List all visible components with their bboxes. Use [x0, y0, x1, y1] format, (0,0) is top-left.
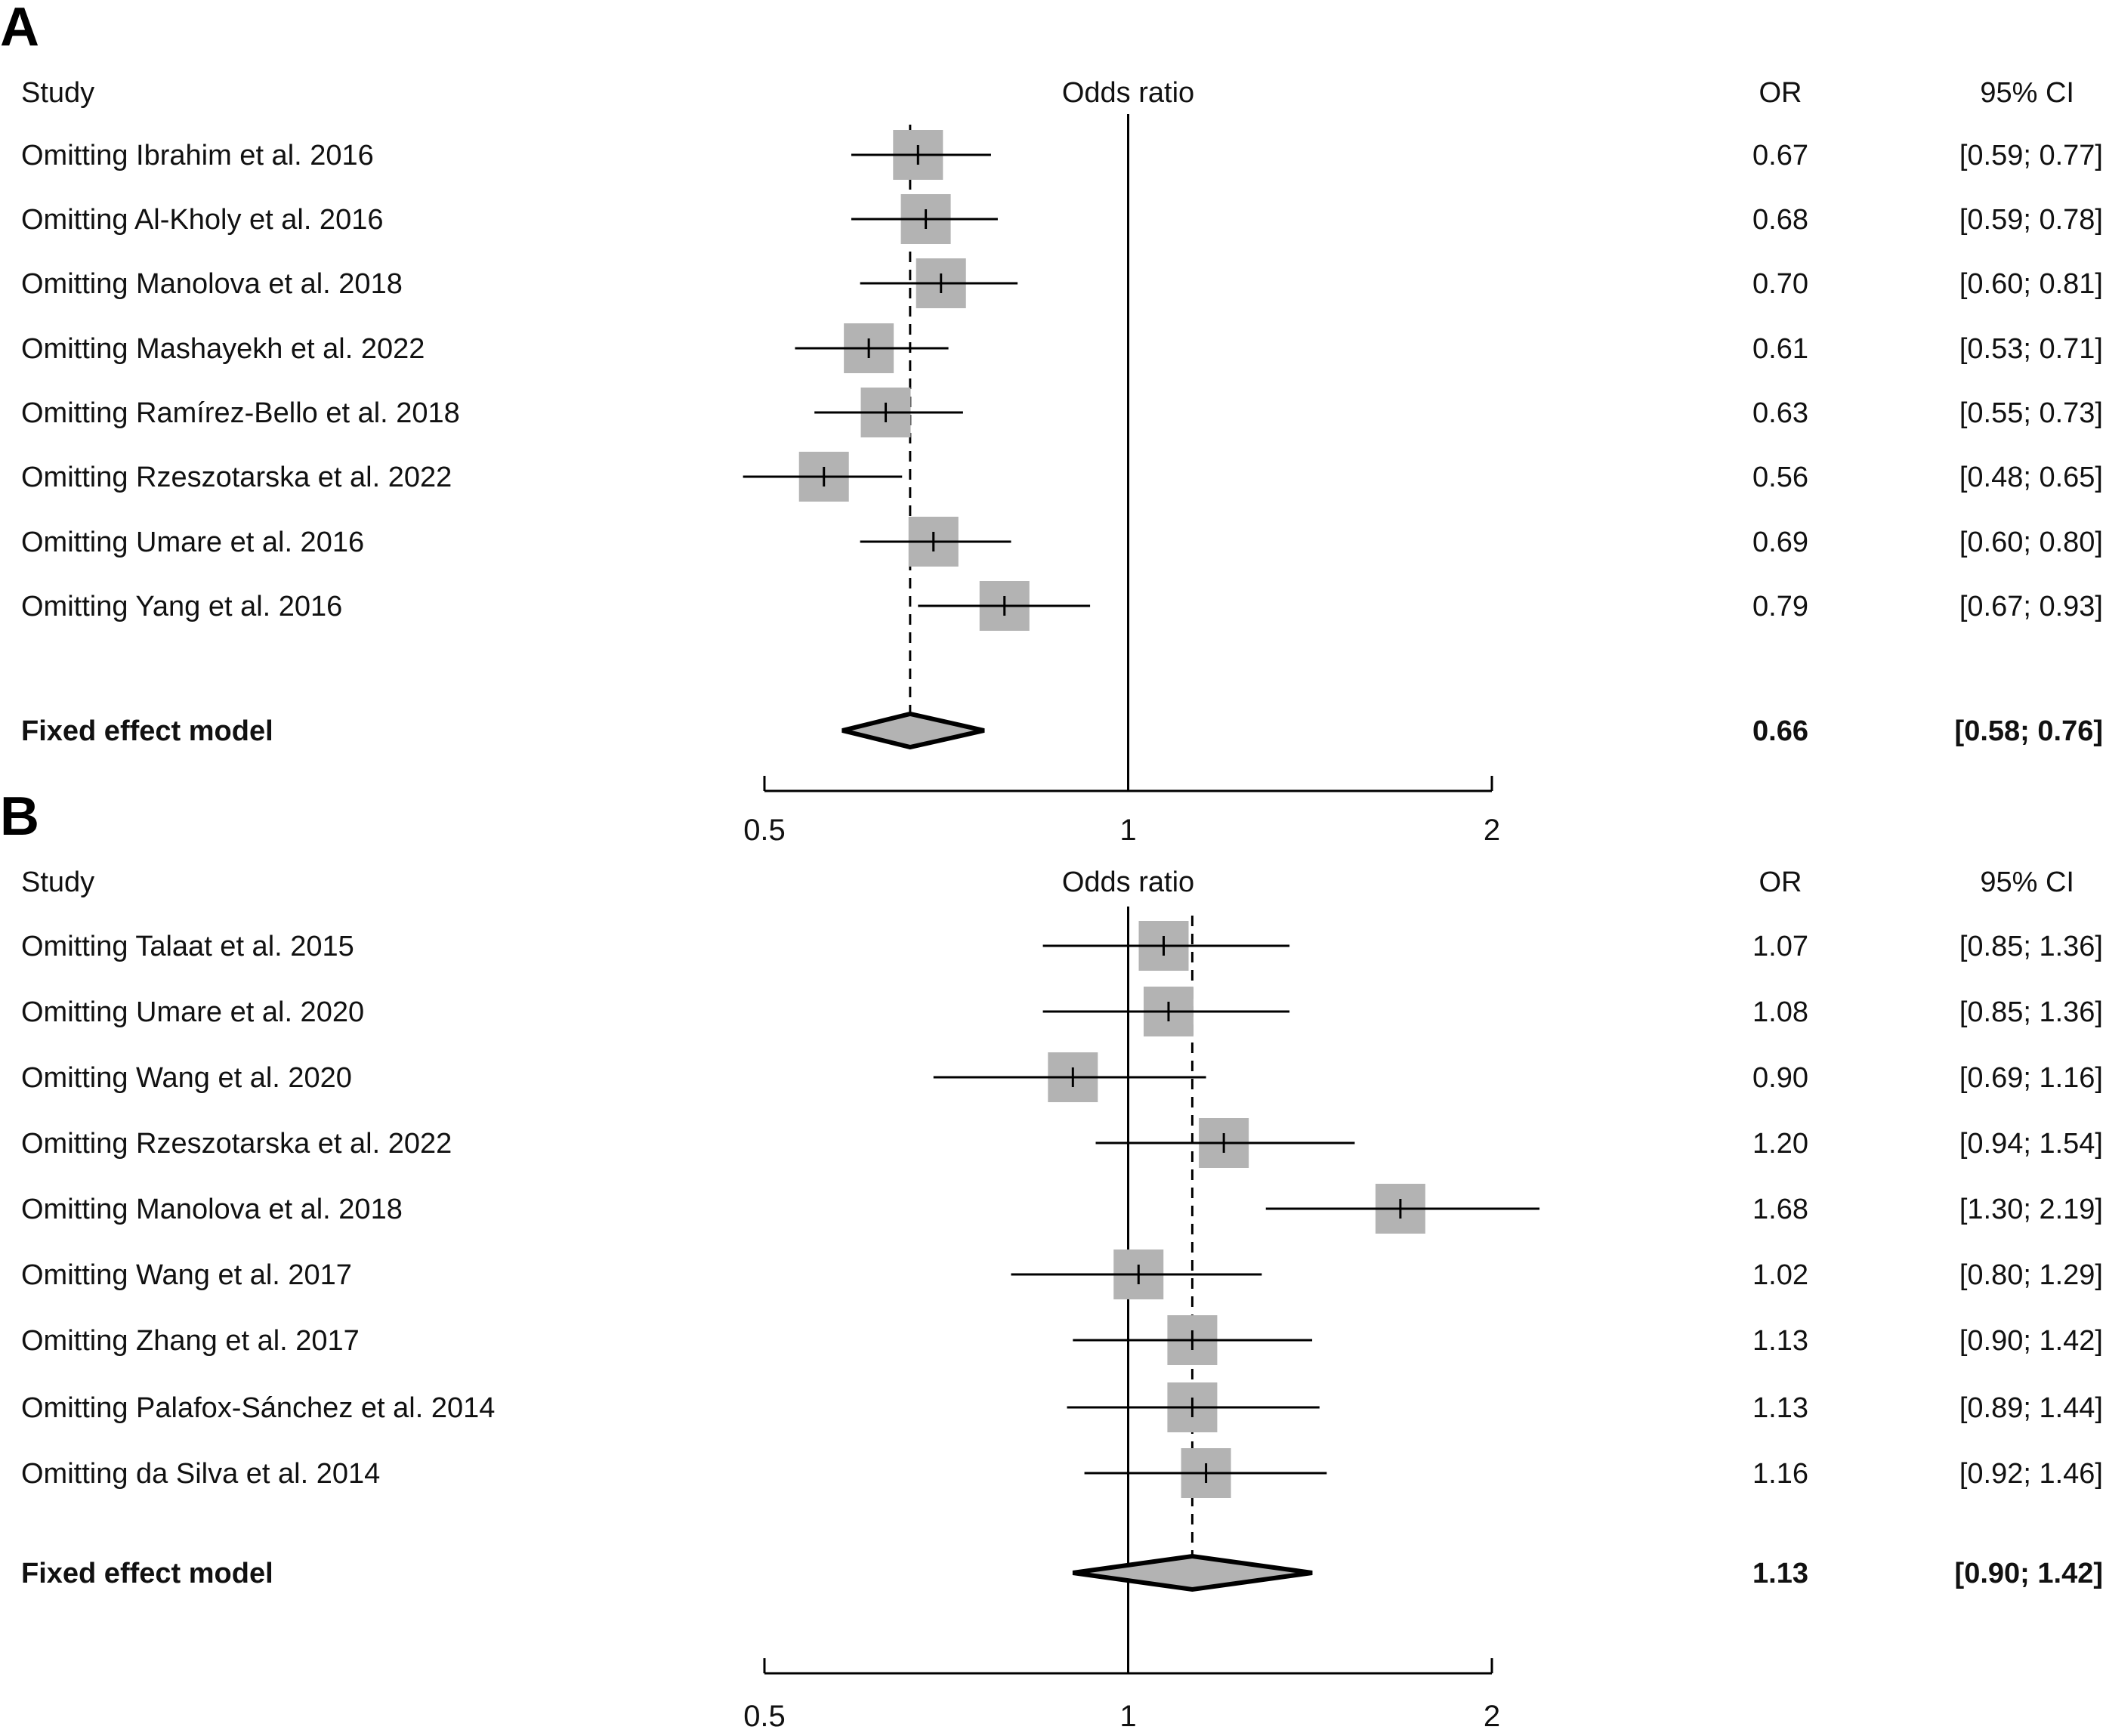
panel-a-study-or: 0.70: [1752, 268, 1808, 300]
panel-b-study-label: Omitting Manolova et al. 2018: [21, 1194, 403, 1225]
panel-b-study-label: Omitting Umare et al. 2020: [21, 996, 364, 1028]
panel-b-study-label: Omitting Palafox-Sánchez et al. 2014: [21, 1392, 495, 1424]
panel-b-study-ci: [0.94; 1.54]: [1959, 1128, 2103, 1160]
panel-b-study-ci: [0.92; 1.46]: [1959, 1458, 2103, 1490]
panel-b-x-tick-label: 2: [1484, 1700, 1500, 1733]
panel-a-study-or: 0.67: [1752, 140, 1808, 171]
panel-b-x-tick-label: 1: [1119, 1700, 1136, 1733]
panel-a-study-ci: [0.59; 0.78]: [1959, 204, 2103, 236]
panel-a-study-or: 0.79: [1752, 591, 1808, 622]
panel-b-x-tick-label: 0.5: [743, 1700, 786, 1733]
panel-b-study-or: 1.13: [1752, 1325, 1808, 1357]
panel-a-study-ci: [0.59; 0.77]: [1959, 140, 2103, 171]
panel-a-study-ci: [0.55; 0.73]: [1959, 397, 2103, 429]
panel-a-header-study: Study: [21, 77, 94, 109]
panel-b-study-label: Omitting da Silva et al. 2014: [21, 1458, 380, 1490]
panel-a-header-odds-ratio: Odds ratio: [1062, 77, 1194, 109]
panel-a-study-or: 0.68: [1752, 204, 1808, 236]
panel-b-study-ci: [0.90; 1.42]: [1959, 1325, 2103, 1357]
panel-b-study-or: 1.08: [1752, 996, 1808, 1028]
panel-a-header-ci: 95% CI: [1980, 77, 2074, 109]
panel-a-study-ci: [0.67; 0.93]: [1959, 591, 2103, 622]
panel-b-study-or: 0.90: [1752, 1062, 1808, 1094]
panel-a-x-tick-label: 0.5: [743, 814, 786, 847]
panel-a-study-ci: [0.53; 0.71]: [1959, 333, 2103, 365]
panel-b-study-label: Omitting Wang et al. 2017: [21, 1259, 352, 1291]
panel-a-pooled-diamond: [841, 711, 985, 750]
panel-b-study-or: 1.68: [1752, 1194, 1808, 1225]
panel-b-study-label: Omitting Talaat et al. 2015: [21, 931, 354, 962]
panel-a-study-label: Omitting Ramírez-Bello et al. 2018: [21, 397, 460, 429]
panel-b-study-or: 1.16: [1752, 1458, 1808, 1490]
panel-a-pooled-label: Fixed effect model: [21, 715, 273, 747]
panel-b-header-study: Study: [21, 866, 94, 898]
panel-a-study-or: 0.56: [1752, 462, 1808, 493]
panel-a-x-tick-label: 1: [1119, 814, 1136, 847]
panel-b-study-ci: [1.30; 2.19]: [1959, 1194, 2103, 1225]
panel-a-study-label: Omitting Al-Kholy et al. 2016: [21, 204, 383, 236]
panel-a-study-label: Omitting Rzeszotarska et al. 2022: [21, 462, 452, 493]
panel-b-study-or: 1.07: [1752, 931, 1808, 962]
panel-b-study-or: 1.02: [1752, 1259, 1808, 1291]
panel-b-pooled-or: 1.13: [1752, 1558, 1808, 1589]
panel-b-pooled-label: Fixed effect model: [21, 1558, 273, 1589]
panel-b-study-ci: [0.85; 1.36]: [1959, 931, 2103, 962]
panel-b-study-or: 1.13: [1752, 1392, 1808, 1424]
panel-a-study-or: 0.61: [1752, 333, 1808, 365]
panel-b-study-ci: [0.69; 1.16]: [1959, 1062, 2103, 1094]
panel-a-study-label: Omitting Mashayekh et al. 2022: [21, 333, 425, 365]
panel-a-study-label: Omitting Manolova et al. 2018: [21, 268, 403, 300]
panel-a-study-or: 0.69: [1752, 527, 1808, 558]
panel-a-study-or: 0.63: [1752, 397, 1808, 429]
panel-a-study-label: Omitting Yang et al. 2016: [21, 591, 342, 622]
panel-b-pooled-diamond: [1072, 1553, 1313, 1592]
panel-b-header-ci: 95% CI: [1980, 866, 2074, 898]
panel-a-header-or: OR: [1759, 77, 1802, 109]
panel-a-study-label: Omitting Ibrahim et al. 2016: [21, 140, 374, 171]
panel-b-study-ci: [0.80; 1.29]: [1959, 1259, 2103, 1291]
panel-a-x-tick-label: 2: [1484, 814, 1500, 847]
panel-b-study-label: Omitting Rzeszotarska et al. 2022: [21, 1128, 452, 1160]
panel-b-study-ci: [0.89; 1.44]: [1959, 1392, 2103, 1424]
panel-b-header-odds-ratio: Odds ratio: [1062, 866, 1194, 898]
panel-a-pooled-ci: [0.58; 0.76]: [1955, 715, 2103, 747]
panel-a-pooled-or: 0.66: [1752, 715, 1808, 747]
panel-a-label: A: [0, 0, 39, 57]
panel-a-study-ci: [0.60; 0.80]: [1959, 527, 2103, 558]
panel-b-study-label: Omitting Wang et al. 2020: [21, 1062, 352, 1094]
panel-b-pooled-ci: [0.90; 1.42]: [1955, 1558, 2103, 1589]
panel-a-study-ci: [0.60; 0.81]: [1959, 268, 2103, 300]
panel-b-label: B: [0, 786, 39, 847]
panel-a-study-label: Omitting Umare et al. 2016: [21, 527, 364, 558]
panel-b-study-or: 1.20: [1752, 1128, 1808, 1160]
panel-b-study-label: Omitting Zhang et al. 2017: [21, 1325, 360, 1357]
panel-b-header-or: OR: [1759, 866, 1802, 898]
panel-b-study-ci: [0.85; 1.36]: [1959, 996, 2103, 1028]
panel-a-study-ci: [0.48; 0.65]: [1959, 462, 2103, 493]
